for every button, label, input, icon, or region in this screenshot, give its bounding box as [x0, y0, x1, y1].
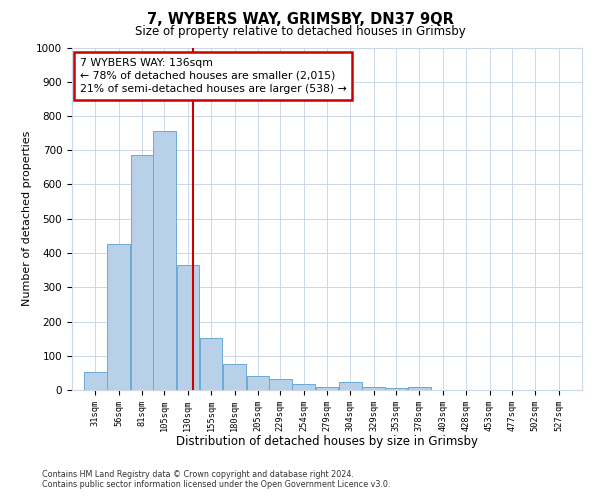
Bar: [362, 386, 385, 390]
Bar: [316, 386, 338, 390]
Bar: [339, 382, 362, 390]
Text: 7, WYBERS WAY, GRIMSBY, DN37 9QR: 7, WYBERS WAY, GRIMSBY, DN37 9QR: [146, 12, 454, 28]
Bar: [200, 338, 223, 390]
Bar: [84, 372, 107, 390]
X-axis label: Distribution of detached houses by size in Grimsby: Distribution of detached houses by size …: [176, 436, 478, 448]
Bar: [385, 388, 407, 390]
Bar: [153, 130, 176, 390]
Bar: [292, 384, 315, 390]
Bar: [107, 244, 130, 390]
Bar: [176, 265, 199, 390]
Text: Size of property relative to detached houses in Grimsby: Size of property relative to detached ho…: [134, 25, 466, 38]
Bar: [269, 379, 292, 390]
Bar: [131, 156, 153, 390]
Bar: [247, 376, 269, 390]
Text: 7 WYBERS WAY: 136sqm
← 78% of detached houses are smaller (2,015)
21% of semi-de: 7 WYBERS WAY: 136sqm ← 78% of detached h…: [80, 58, 346, 94]
Bar: [408, 388, 431, 390]
Y-axis label: Number of detached properties: Number of detached properties: [22, 131, 32, 306]
Bar: [223, 364, 246, 390]
Text: Contains HM Land Registry data © Crown copyright and database right 2024.
Contai: Contains HM Land Registry data © Crown c…: [42, 470, 391, 489]
